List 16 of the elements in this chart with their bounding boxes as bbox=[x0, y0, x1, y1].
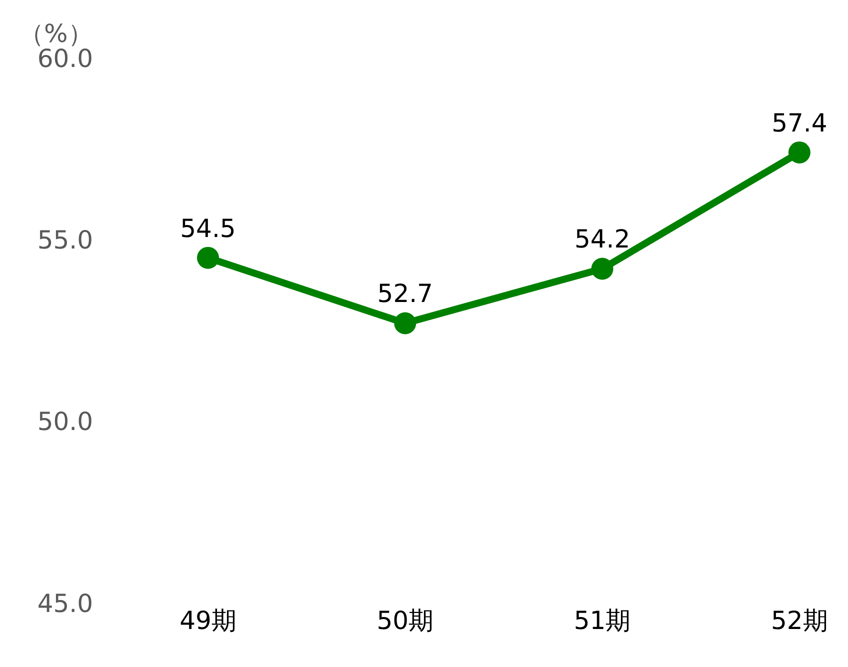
y-axis-title: （%） bbox=[19, 19, 93, 48]
data-label: 54.5 bbox=[180, 214, 236, 243]
y-tick-label: 45.0 bbox=[37, 588, 93, 618]
x-tick-label: 49期 bbox=[180, 606, 236, 635]
y-tick-label: 50.0 bbox=[37, 407, 93, 436]
data-label: 54.2 bbox=[574, 224, 630, 254]
x-tick-label: 51期 bbox=[574, 606, 631, 635]
point bbox=[394, 312, 416, 334]
data-label: 52.7 bbox=[377, 279, 433, 308]
point bbox=[591, 258, 614, 280]
x-tick-label: 50期 bbox=[376, 606, 434, 635]
data-label: 57.4 bbox=[772, 108, 828, 138]
point bbox=[197, 246, 219, 269]
point bbox=[788, 141, 810, 164]
x-tick-label: 52期 bbox=[771, 606, 828, 635]
y-tick-label: 55.0 bbox=[37, 225, 93, 254]
